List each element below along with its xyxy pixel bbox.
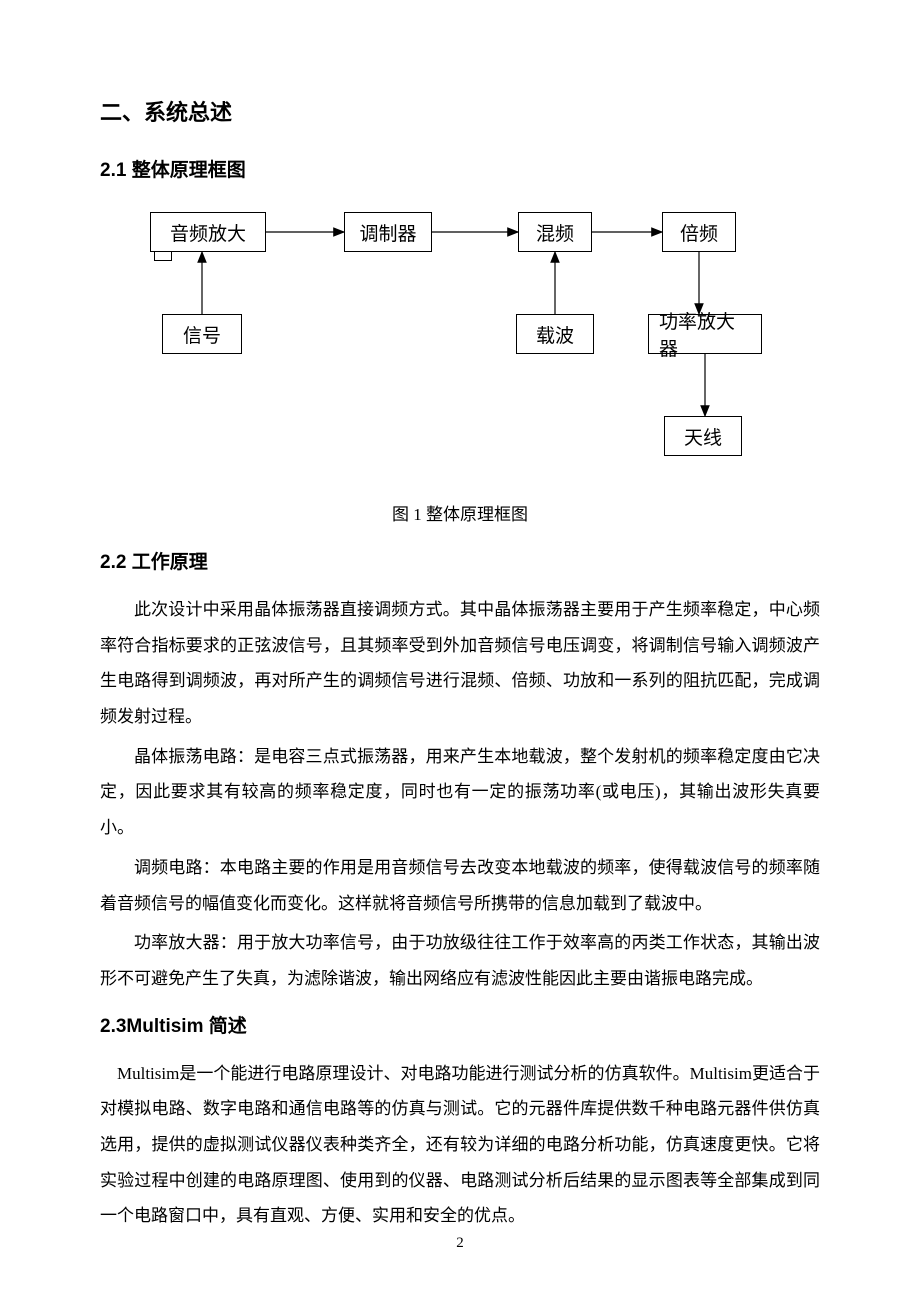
page-number: 2 [0,1235,920,1252]
diagram-node-multiplier: 倍频 [662,212,736,252]
diagram-node-signal: 信号 [162,314,242,354]
diagram-node-mixer: 混频 [518,212,592,252]
heading-2-1: 2.1 整体原理框图 [100,155,820,182]
page-container: 二、系统总述 2.1 整体原理框图 音频放大 调制器 混频 倍频信号 载波 功率放大器天线… [0,0,920,1278]
heading-2-2: 2.2 工作原理 [100,547,820,574]
body-paragraph: 此次设计中采用晶体振荡器直接调频方式。其中晶体振荡器主要用于产生频率稳定，中心频… [100,592,820,735]
diagram-node-carrier: 载波 [516,314,594,354]
diagram-node-audio-amp: 音频放大 [150,212,266,252]
diagram-node-modulator: 调制器 [344,212,432,252]
heading-2-3: 2.3Multisim 简述 [100,1011,820,1038]
body-paragraph: 晶体振荡电路：是电容三点式振荡器，用来产生本地载波，整个发射机的频率稳定度由它决… [100,739,820,846]
section-title: Multisim 简述 [126,1016,246,1037]
body-paragraph: 功率放大器：用于放大功率信号，由于功放级往往工作于效率高的丙类工作状态，其输出波… [100,925,820,996]
section-num: 2.1 [100,160,126,181]
block-diagram: 音频放大 调制器 混频 倍频信号 载波 功率放大器天线 [100,202,820,482]
body-paragraph: Multisim是一个能进行电路原理设计、对电路功能进行测试分析的仿真软件。Mu… [100,1056,820,1234]
figure-caption: 图 1 整体原理框图 [100,500,820,525]
diagram-node-power-amp: 功率放大器 [648,314,762,354]
section-num: 2.3 [100,1016,126,1037]
section-title: 整体原理框图 [132,160,246,181]
diagram-node-antenna: 天线 [664,416,742,456]
body-paragraph: 调频电路：本电路主要的作用是用音频信号去改变本地载波的频率，使得载波信号的频率随… [100,850,820,921]
diagram-small-tab [154,252,172,261]
section-title: 工作原理 [132,552,208,573]
section-num: 2.2 [100,552,126,573]
heading-main: 二、系统总述 [100,95,820,127]
